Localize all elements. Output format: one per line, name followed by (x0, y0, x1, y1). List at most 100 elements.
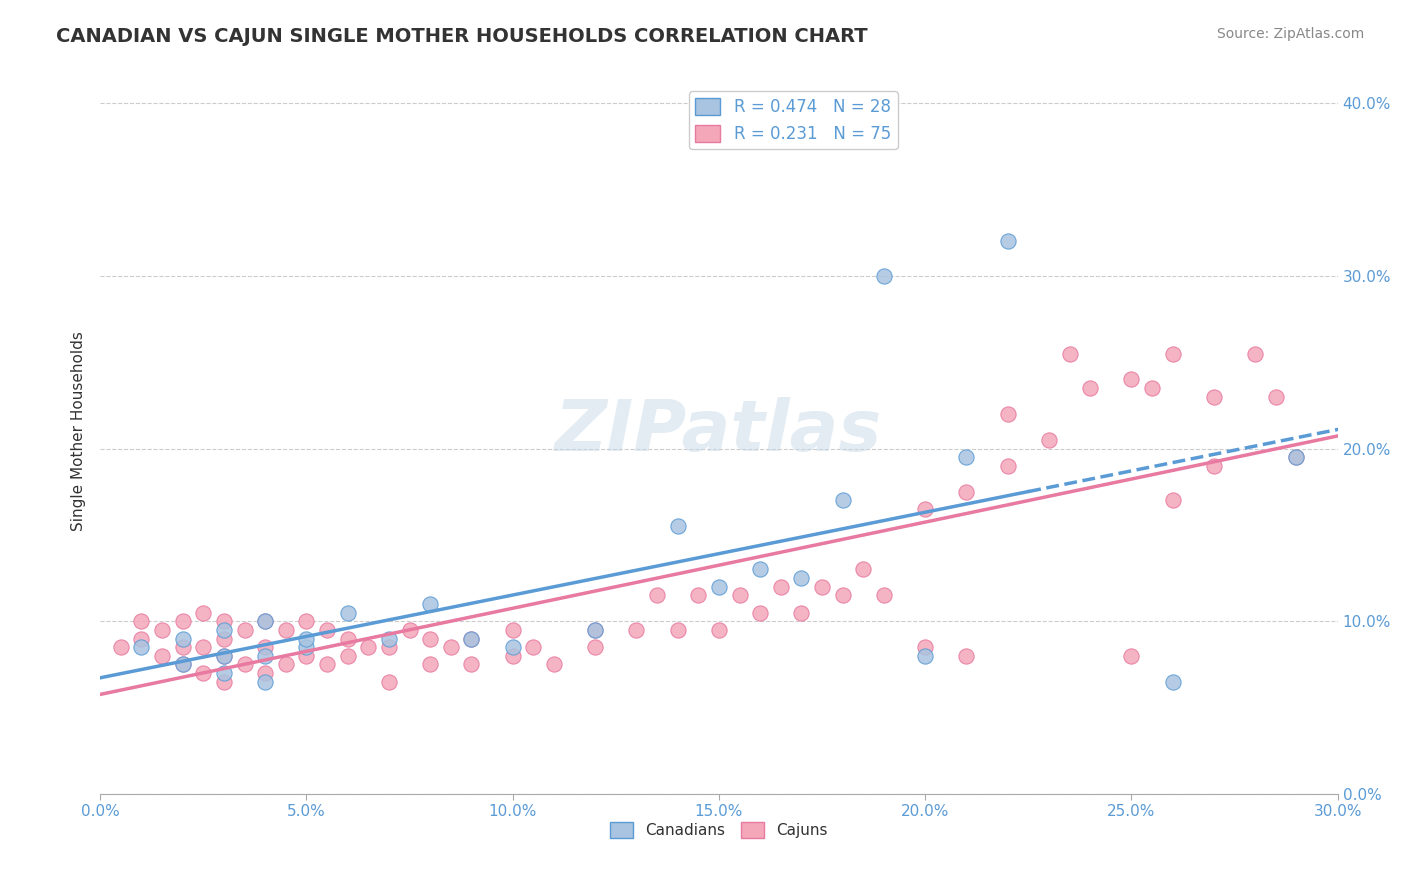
Point (583, 623, 606, 637)
Point (583, 623, 606, 637)
Point (150, 648, 173, 663)
Point (295, 614, 318, 628)
Point (955, 484, 977, 499)
Point (233, 657, 256, 672)
Point (955, 648, 977, 663)
Point (502, 640, 524, 655)
Point (460, 632, 482, 646)
Point (1078, 381, 1101, 395)
Point (254, 666, 277, 681)
Point (997, 234, 1019, 248)
Point (914, 502, 936, 516)
Point (626, 623, 648, 637)
Point (172, 614, 194, 628)
Point (790, 606, 813, 620)
Point (1161, 674, 1184, 689)
Point (233, 623, 256, 637)
Point (193, 606, 215, 620)
Point (583, 640, 606, 655)
Point (419, 597, 441, 611)
Point (914, 648, 936, 663)
Point (295, 632, 318, 646)
Point (378, 640, 401, 655)
Point (749, 606, 772, 620)
Point (1161, 493, 1184, 508)
Point (254, 674, 277, 689)
Point (131, 614, 153, 628)
Point (1059, 346, 1081, 360)
Point (666, 623, 689, 637)
Point (790, 571, 813, 585)
Point (1161, 346, 1184, 360)
Point (193, 666, 215, 681)
Point (707, 623, 730, 637)
Point (1244, 346, 1267, 360)
Point (914, 640, 936, 655)
Point (274, 657, 297, 672)
Point (172, 657, 194, 672)
Point (316, 657, 339, 672)
Point (831, 493, 853, 508)
Point (172, 640, 194, 655)
Point (460, 657, 482, 672)
Point (769, 580, 792, 594)
Point (172, 632, 194, 646)
Point (212, 614, 235, 628)
Point (336, 606, 359, 620)
Point (1202, 458, 1225, 473)
Point (212, 623, 235, 637)
Point (1285, 450, 1308, 465)
Point (852, 562, 875, 576)
Point (1285, 450, 1308, 465)
Point (1202, 390, 1225, 404)
Point (460, 632, 482, 646)
Point (254, 640, 277, 655)
Point (212, 648, 235, 663)
Point (357, 640, 380, 655)
Point (873, 268, 896, 283)
Point (316, 623, 339, 637)
Text: Source: ZipAtlas.com: Source: ZipAtlas.com (1216, 27, 1364, 41)
Point (955, 450, 977, 465)
Point (212, 674, 235, 689)
Point (131, 632, 153, 646)
Point (502, 623, 524, 637)
Point (688, 588, 710, 602)
Point (295, 640, 318, 655)
Point (274, 623, 297, 637)
Point (440, 640, 463, 655)
Point (873, 588, 896, 602)
Point (419, 657, 441, 672)
Point (1264, 390, 1286, 404)
Point (172, 657, 194, 672)
Text: CANADIAN VS CAJUN SINGLE MOTHER HOUSEHOLDS CORRELATION CHART: CANADIAN VS CAJUN SINGLE MOTHER HOUSEHOL… (56, 27, 868, 45)
Point (212, 648, 235, 663)
Point (336, 648, 359, 663)
Point (295, 648, 318, 663)
Point (707, 580, 730, 594)
Y-axis label: Single Mother Households: Single Mother Households (72, 331, 86, 532)
Text: ZIPatlas: ZIPatlas (555, 397, 883, 466)
Point (997, 407, 1019, 421)
Legend: Canadians, Cajuns: Canadians, Cajuns (605, 816, 834, 845)
Point (666, 519, 689, 533)
Point (212, 632, 235, 646)
Point (254, 614, 277, 628)
Point (254, 614, 277, 628)
Point (378, 632, 401, 646)
Point (543, 657, 565, 672)
Point (997, 458, 1019, 473)
Point (131, 640, 153, 655)
Point (522, 640, 544, 655)
Point (1121, 648, 1143, 663)
Point (193, 640, 215, 655)
Point (728, 588, 751, 602)
Point (212, 666, 235, 681)
Point (150, 623, 173, 637)
Point (398, 623, 420, 637)
Point (749, 562, 772, 576)
Point (336, 632, 359, 646)
Point (1038, 433, 1060, 447)
Point (419, 632, 441, 646)
Point (645, 588, 668, 602)
